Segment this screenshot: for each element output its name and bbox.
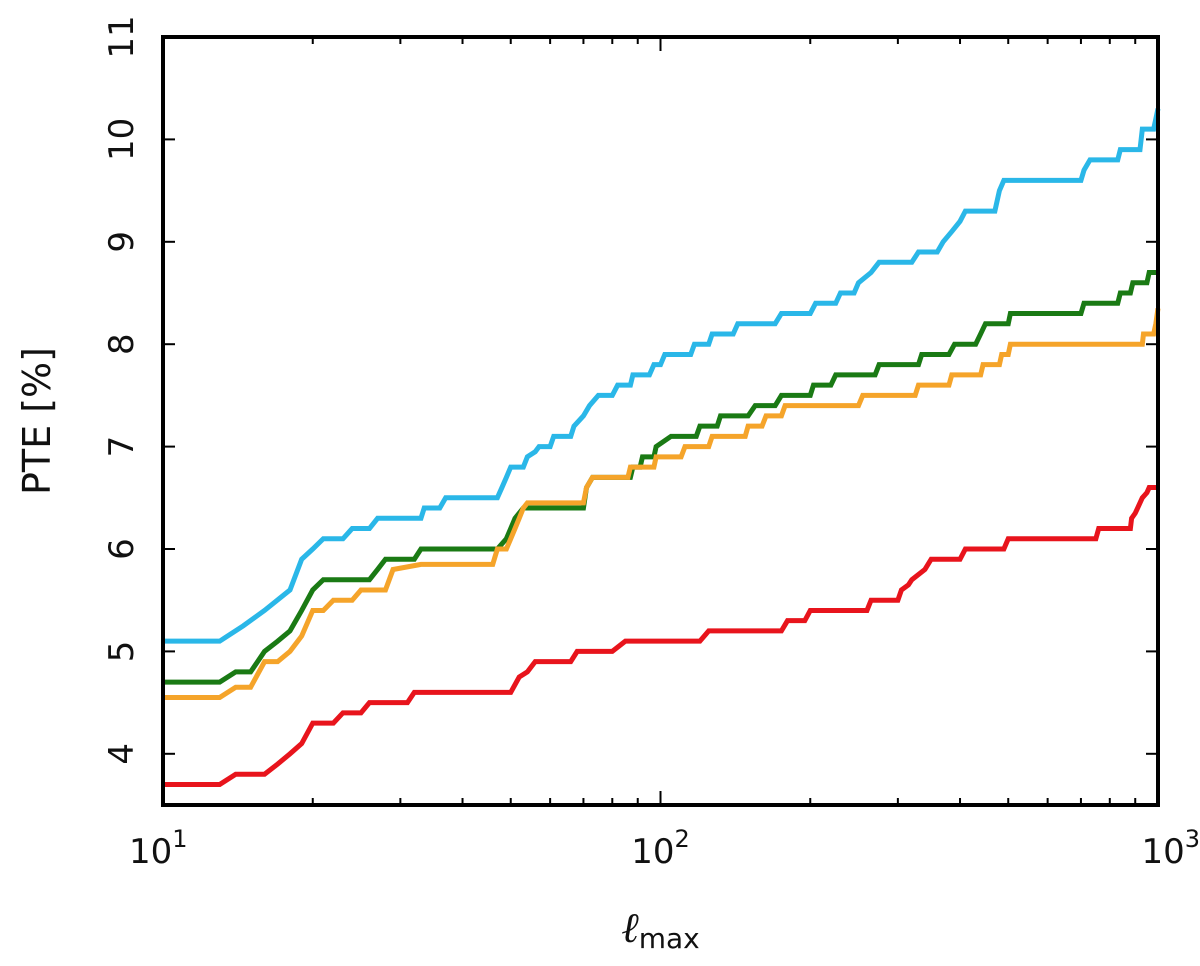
y-tick-label: 5 (102, 641, 142, 663)
y-tick-label: 6 (102, 538, 142, 560)
x-axis-label: ℓmax (621, 903, 700, 955)
plot-area (161, 35, 1161, 807)
y-tick-label: 4 (102, 743, 142, 765)
y-tick-label: 9 (102, 231, 142, 253)
y-tick-label: 8 (102, 333, 142, 355)
series-layer (163, 108, 1161, 788)
series-line-4 (163, 485, 1158, 788)
plot-frame (161, 35, 1160, 807)
y-tick-labels: 4 5 6 7 8 9 10 11 (102, 15, 142, 764)
y-axis-label: PTE [%] (15, 347, 59, 495)
series-line-2 (163, 270, 1158, 685)
series-line-1 (163, 108, 1161, 644)
series-line-3 (163, 308, 1161, 700)
x-axis-label-main: ℓ (621, 903, 639, 952)
x-axis-label-subscript: max (639, 922, 700, 955)
x-tick-label: 103 (1141, 825, 1200, 872)
x-tick-label: 101 (129, 825, 188, 872)
y-tick-label: 7 (102, 436, 142, 458)
x-tick-label: 102 (631, 825, 690, 872)
y-tick-label: 11 (102, 15, 142, 58)
y-tick-label: 10 (102, 118, 142, 161)
x-tick-labels: 101 102 103 (129, 825, 1200, 872)
